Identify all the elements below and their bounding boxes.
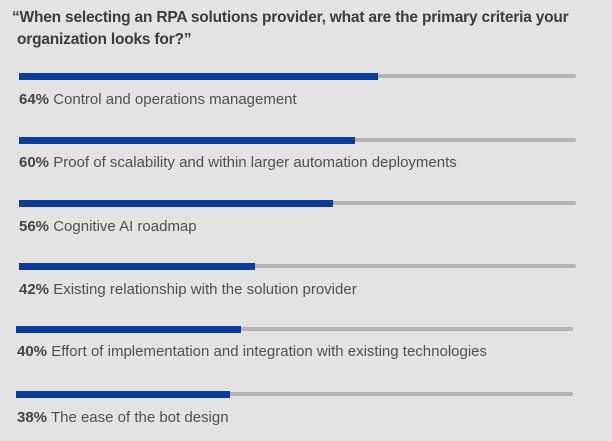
- row-label: 40% Effort of implementation and integra…: [17, 343, 487, 360]
- row-percent: 60%: [19, 154, 50, 171]
- row-label: 42% Existing relationship with the solut…: [19, 281, 357, 298]
- bar-fill: [19, 137, 355, 144]
- row-text: Control and operations management: [53, 91, 297, 108]
- row-text: The ease of the bot design: [50, 409, 229, 426]
- row-percent: 38%: [17, 409, 48, 426]
- bar-track: [19, 73, 576, 80]
- chart-title: “When selecting an RPA solutions provide…: [12, 7, 602, 51]
- row-text: Cognitive AI roadmap: [53, 218, 197, 235]
- row-text: Existing relationship with the solution …: [53, 281, 357, 298]
- row-label: 64% Control and operations management: [19, 91, 297, 108]
- row-percent: 64%: [19, 91, 50, 108]
- title-line-1: “When selecting an RPA solutions provide…: [12, 9, 569, 26]
- row-label: 56% Cognitive AI roadmap: [19, 218, 197, 235]
- bar-fill: [16, 326, 241, 333]
- bar-track: [16, 326, 573, 333]
- bar-fill: [19, 73, 378, 80]
- row-label: 60% Proof of scalability and within larg…: [19, 154, 457, 171]
- bar-track: [19, 137, 576, 144]
- title-line-2: organization looks for?”: [17, 31, 192, 48]
- bar-fill: [19, 200, 333, 207]
- row-text: Proof of scalability and within larger a…: [53, 154, 457, 171]
- bar-fill: [16, 391, 230, 398]
- bar-fill: [19, 263, 255, 270]
- row-label: 38% The ease of the bot design: [17, 409, 229, 426]
- row-percent: 40%: [17, 343, 48, 360]
- bar-track: [16, 391, 573, 398]
- bar-track: [19, 200, 576, 207]
- row-text: Effort of implementation and integration…: [51, 343, 488, 360]
- row-percent: 42%: [19, 281, 50, 298]
- row-percent: 56%: [19, 218, 50, 235]
- bar-track: [19, 263, 576, 270]
